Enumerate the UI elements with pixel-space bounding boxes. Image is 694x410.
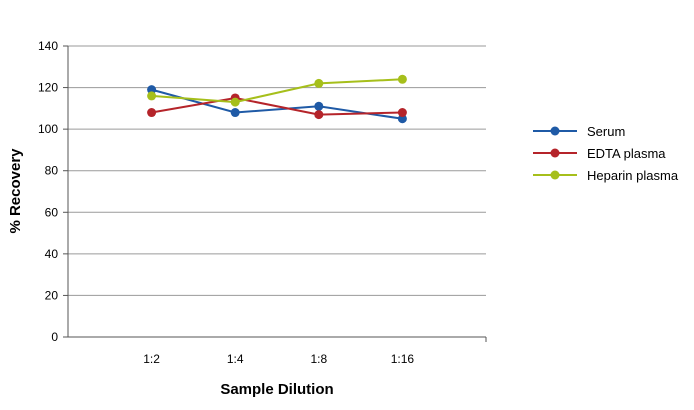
series-serum [147, 85, 407, 124]
series-line [151, 88, 403, 120]
legend-item: Serum [533, 124, 625, 139]
x-tick-label: 1:16 [391, 352, 415, 366]
axes [63, 45, 487, 342]
y-axis-title: % Recovery [7, 148, 24, 234]
data-point [314, 101, 324, 111]
legend-label: Serum [587, 124, 625, 139]
data-point [397, 114, 407, 124]
data-point [147, 85, 157, 95]
data-point [230, 97, 240, 107]
data-point [230, 108, 240, 118]
y-tick-label: 80 [45, 164, 59, 178]
y-tick-label: 40 [45, 247, 59, 261]
data-point [397, 74, 407, 84]
series-line [151, 78, 403, 104]
y-tick-label: 120 [38, 81, 58, 95]
gridlines [68, 45, 486, 296]
legend-item: EDTA plasma [533, 146, 666, 161]
legend-label: EDTA plasma [587, 146, 666, 161]
data-point [397, 108, 407, 118]
series-heparin-plasma [147, 74, 407, 107]
legend-label: Heparin plasma [587, 168, 679, 183]
legend-marker [550, 148, 560, 158]
y-tick-labels: 0 20 40 60 80 100 120 140 [38, 39, 58, 344]
legend-marker [550, 126, 560, 136]
x-axis-title: Sample Dilution [220, 381, 333, 398]
data-point [147, 91, 157, 101]
data-point [147, 108, 157, 118]
series-edta-plasma [147, 93, 407, 120]
x-tick-label: 1:2 [143, 352, 160, 366]
series-lines [147, 74, 407, 124]
legend: Serum EDTA plasma Heparin plasma [533, 124, 679, 183]
y-tick-label: 20 [45, 288, 59, 302]
legend-marker [550, 170, 560, 180]
x-tick-label: 1:4 [227, 352, 244, 366]
data-point [314, 78, 324, 88]
y-tick-label: 140 [38, 39, 58, 53]
x-tick-labels: 1:2 1:4 1:8 1:16 [143, 352, 414, 366]
x-tick-label: 1:8 [310, 352, 327, 366]
y-tick-label: 60 [45, 205, 59, 219]
y-tick-label: 0 [51, 330, 58, 344]
y-tick-label: 100 [38, 122, 58, 136]
series-line [151, 96, 403, 116]
legend-item: Heparin plasma [533, 168, 679, 183]
data-point [314, 110, 324, 120]
